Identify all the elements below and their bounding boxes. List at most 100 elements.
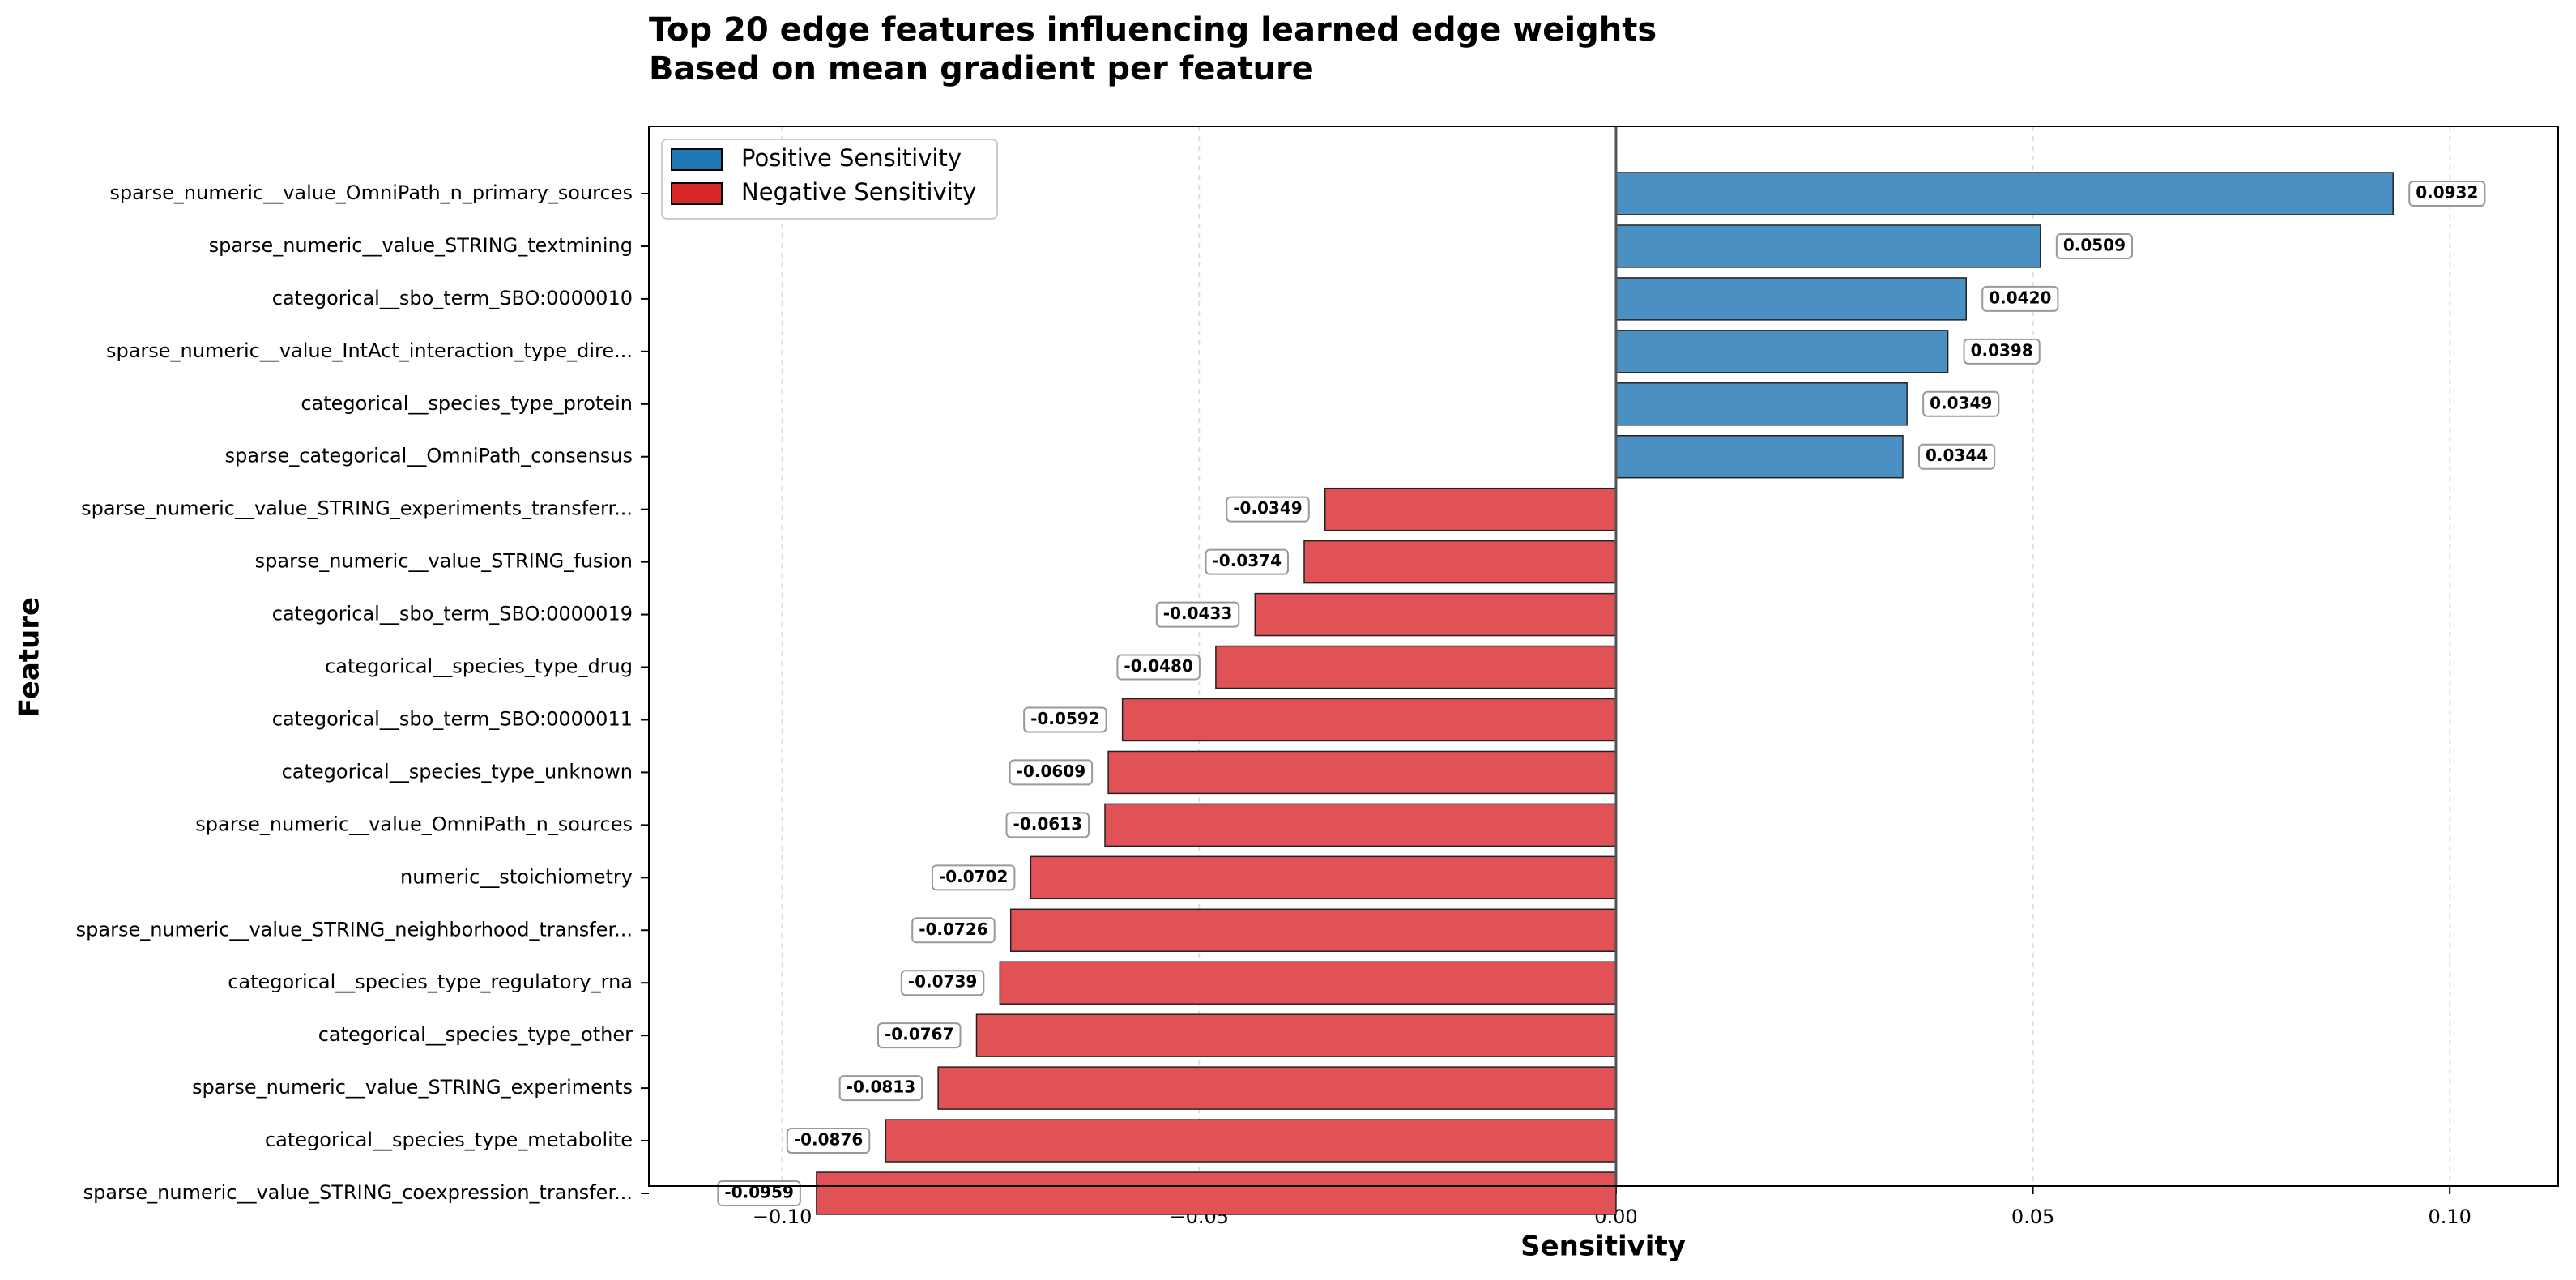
y-tick-label: numeric__stoichiometry — [400, 865, 633, 888]
value-label: -0.0349 — [1233, 498, 1302, 518]
value-label: -0.0374 — [1213, 551, 1282, 570]
value-label: -0.0739 — [908, 972, 977, 992]
value-label-box — [838, 1075, 923, 1102]
value-label-group: 0.0344 — [1918, 443, 1996, 470]
value-label-box — [1981, 285, 2059, 312]
chart-subtitle: Based on mean gradient per feature — [649, 50, 1314, 87]
bar — [1615, 224, 2041, 268]
value-label-box — [1922, 390, 2000, 417]
bar — [937, 1066, 1617, 1110]
value-label-group: -0.0726 — [911, 917, 996, 944]
bar — [1615, 277, 1967, 321]
bar — [1254, 592, 1617, 637]
value-label-group: -0.0959 — [717, 1180, 801, 1206]
bar — [1030, 855, 1617, 900]
value-label-box — [1116, 654, 1201, 681]
value-label: -0.0613 — [1013, 814, 1082, 834]
value-label: -0.0767 — [885, 1025, 953, 1044]
x-tick-label: 0.05 — [2011, 1205, 2054, 1228]
value-label: -0.0702 — [939, 867, 1008, 886]
y-tick-label: sparse_categorical__OmniPath_consensus — [225, 445, 633, 467]
value-label-group: -0.0739 — [900, 970, 985, 996]
plot-frame — [648, 126, 2559, 1187]
value-label: -0.0726 — [919, 919, 987, 939]
bar — [885, 1119, 1617, 1163]
value-label-box — [1963, 338, 2041, 365]
value-label-box — [1155, 601, 1240, 628]
value-label-box — [1918, 443, 1996, 470]
value-label-box — [1226, 496, 1310, 523]
value-label-group: -0.0702 — [931, 864, 1016, 891]
value-label-group: -0.0767 — [877, 1022, 962, 1049]
x-tick-label: 0.10 — [2428, 1205, 2471, 1228]
legend-label: Positive Sensitivity — [741, 144, 962, 172]
y-tick-label: sparse_numeric__value_STRING_fusion — [255, 550, 633, 573]
legend-swatch — [671, 182, 723, 205]
legend-label: Negative Sensitivity — [741, 178, 976, 206]
x-tick-label: −0.10 — [753, 1205, 812, 1228]
value-label-box — [1009, 759, 1094, 786]
value-label: 0.0349 — [1930, 393, 1992, 412]
value-label: -0.0592 — [1030, 709, 1099, 728]
value-label-box — [911, 917, 996, 944]
y-tick-label: categorical__species_type_unknown — [282, 760, 633, 783]
value-label: 0.0398 — [1971, 340, 2033, 360]
value-label: -0.0433 — [1163, 604, 1232, 623]
bar — [1303, 540, 1617, 584]
value-label-group: -0.0813 — [838, 1075, 923, 1102]
value-label-group: 0.0398 — [1963, 338, 2041, 365]
bar — [1121, 698, 1617, 742]
value-label: 0.0344 — [1926, 446, 1988, 465]
y-tick-label: sparse_numeric__value_STRING_textmining — [209, 234, 633, 257]
bar — [1615, 382, 1908, 426]
y-tick-label: sparse_numeric__value_STRING_experiments — [192, 1076, 633, 1099]
value-label-group: -0.0609 — [1009, 759, 1094, 786]
value-label-group: -0.0349 — [1226, 496, 1310, 523]
legend: Positive Sensitivity Negative Sensitivity — [661, 139, 998, 220]
value-label-group: -0.0592 — [1023, 706, 1107, 733]
value-label-box — [2055, 233, 2134, 259]
value-label-group: 0.0509 — [2055, 233, 2134, 259]
value-label: 0.0420 — [1989, 288, 2051, 307]
y-tick-label: categorical__species_type_regulatory_rna — [228, 971, 633, 993]
value-label-box — [2408, 181, 2486, 207]
value-label-box — [1005, 812, 1090, 838]
value-label: -0.0609 — [1017, 762, 1085, 781]
y-tick-label: sparse_numeric__value_STRING_coexpressio… — [83, 1181, 633, 1204]
value-label-group: -0.0613 — [1005, 812, 1090, 838]
bar — [1615, 330, 1949, 373]
legend-swatch — [671, 148, 723, 171]
value-label-box — [931, 864, 1016, 891]
y-tick-label: sparse_numeric__value_STRING_neighborhoo… — [76, 918, 633, 941]
x-axis-label: Sensitivity — [1520, 1231, 1686, 1263]
y-tick-label: categorical__sbo_term_SBO:0000019 — [272, 603, 633, 625]
legend-box — [661, 139, 998, 220]
value-label-group: 0.0420 — [1981, 285, 2059, 312]
y-tick-label: categorical__species_type_drug — [325, 655, 633, 678]
value-label: -0.0480 — [1124, 656, 1192, 676]
y-tick-label: sparse_numeric__value_IntAct_interaction… — [106, 339, 633, 362]
y-axis-label: Feature — [14, 597, 46, 717]
bar — [975, 1013, 1617, 1057]
value-label-group: -0.0433 — [1155, 601, 1240, 628]
value-label: 0.0932 — [2416, 183, 2478, 203]
y-tick-label: sparse_numeric__value_OmniPath_n_sources — [195, 813, 633, 835]
value-label-box — [717, 1180, 801, 1206]
value-label-box — [1205, 548, 1289, 575]
bar — [1009, 908, 1617, 952]
y-tick-label: categorical__sbo_term_SBO:0000010 — [272, 287, 633, 309]
y-tick-label: categorical__species_type_other — [318, 1023, 633, 1046]
value-label-box — [900, 970, 985, 996]
y-tick-label: sparse_numeric__value_OmniPath_n_primary… — [109, 181, 633, 204]
value-label-group: 0.0349 — [1922, 390, 2000, 417]
value-label: -0.0813 — [847, 1077, 915, 1097]
value-label-group: -0.0876 — [786, 1128, 871, 1154]
y-tick-label: categorical__sbo_term_SBO:0000011 — [272, 707, 633, 730]
y-tick-label: sparse_numeric__value_STRING_experiments… — [81, 497, 633, 520]
bar — [999, 961, 1617, 1005]
bar — [1107, 750, 1617, 795]
bar — [1215, 645, 1617, 689]
value-label-group: -0.0480 — [1116, 654, 1201, 681]
